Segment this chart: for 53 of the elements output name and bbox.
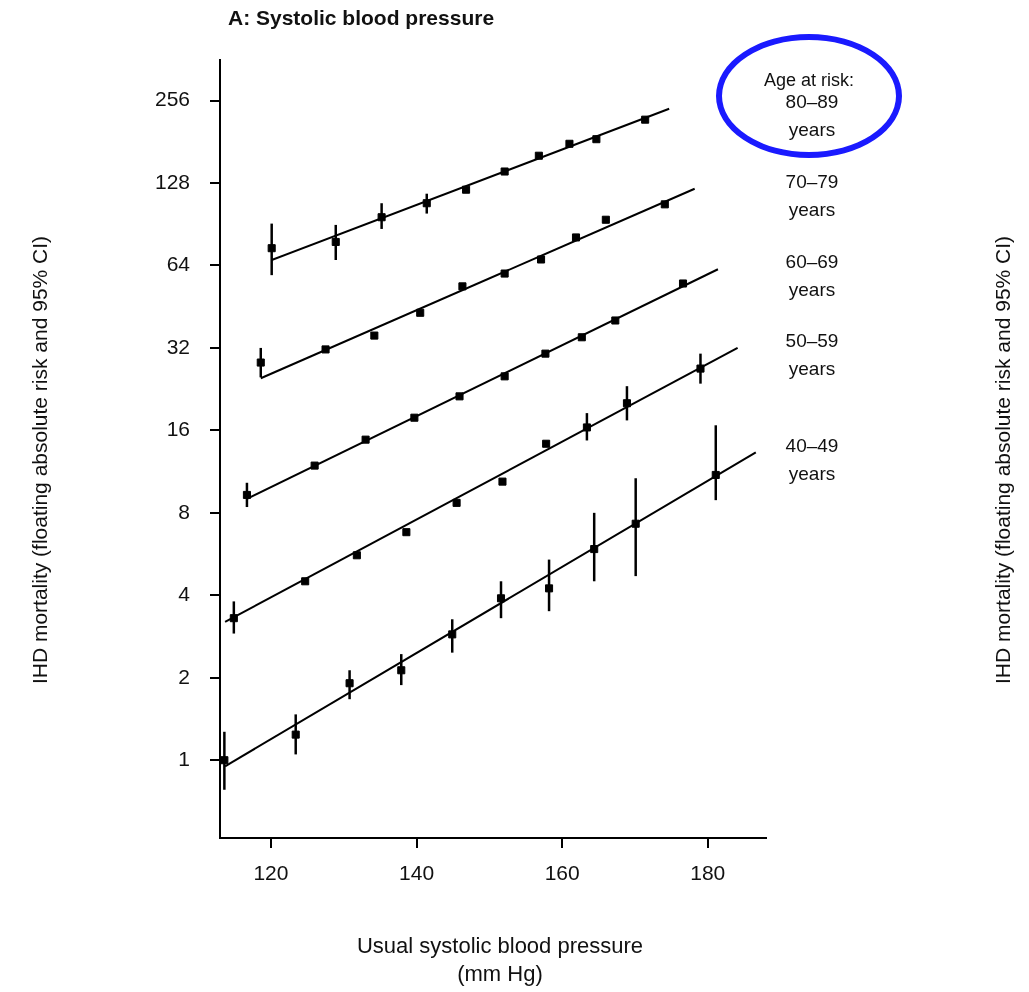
point (402, 528, 411, 537)
point (370, 331, 379, 340)
point (678, 279, 688, 288)
point (641, 115, 650, 124)
y-axis-title: IHD mortality (floating absolute risk and 95% CI) (27, 234, 52, 687)
text: 50–59 years (785, 330, 839, 380)
point (537, 255, 546, 264)
point (321, 345, 330, 354)
point (571, 233, 581, 242)
x-tick-label: 180 (690, 861, 726, 885)
text: 70–79 years (785, 170, 839, 220)
point (500, 372, 509, 381)
text: 80–89 years (785, 90, 839, 140)
y-tick-label: 64 (166, 252, 191, 276)
point (310, 461, 319, 470)
y-tick-label: 2 (178, 664, 190, 688)
point (458, 282, 467, 291)
y-tick-label: 32 (166, 334, 190, 358)
point (601, 215, 610, 224)
point (592, 135, 601, 144)
point (660, 200, 669, 209)
point (301, 577, 310, 586)
y-tick-label: 4 (178, 582, 191, 606)
chart-title: A: Systolic blood pressure (228, 6, 495, 30)
point (352, 551, 361, 560)
y-tick-label: 16 (166, 417, 190, 441)
point (542, 439, 551, 448)
y-tick-label: 1 (178, 747, 190, 771)
point (410, 413, 419, 422)
point (541, 349, 550, 358)
point (611, 316, 620, 325)
x-axis-title: Usual systolic blood pressure (mm Hg) (355, 932, 645, 988)
point (452, 498, 461, 507)
y-tick-label: 8 (178, 499, 190, 523)
point (500, 269, 509, 278)
text: IHD mortality (floating absolute risk and 95% CI) (991, 235, 1014, 685)
text: 60–69 years (785, 251, 839, 301)
point (455, 392, 464, 401)
x-tick-label: 140 (399, 861, 435, 885)
point (534, 151, 543, 160)
series-label: 40–49 years (785, 434, 839, 484)
point (500, 167, 509, 176)
y-tick-label: 128 (154, 169, 190, 193)
point (498, 477, 507, 486)
point (565, 139, 574, 148)
annotation: Age at risk: (762, 70, 855, 91)
y-tick-label: 256 (154, 87, 190, 111)
point (361, 435, 370, 444)
x-tick-label: 120 (253, 861, 289, 885)
point (577, 333, 586, 342)
x-tick-label: 160 (544, 861, 580, 885)
point (462, 185, 471, 194)
point (416, 308, 425, 317)
